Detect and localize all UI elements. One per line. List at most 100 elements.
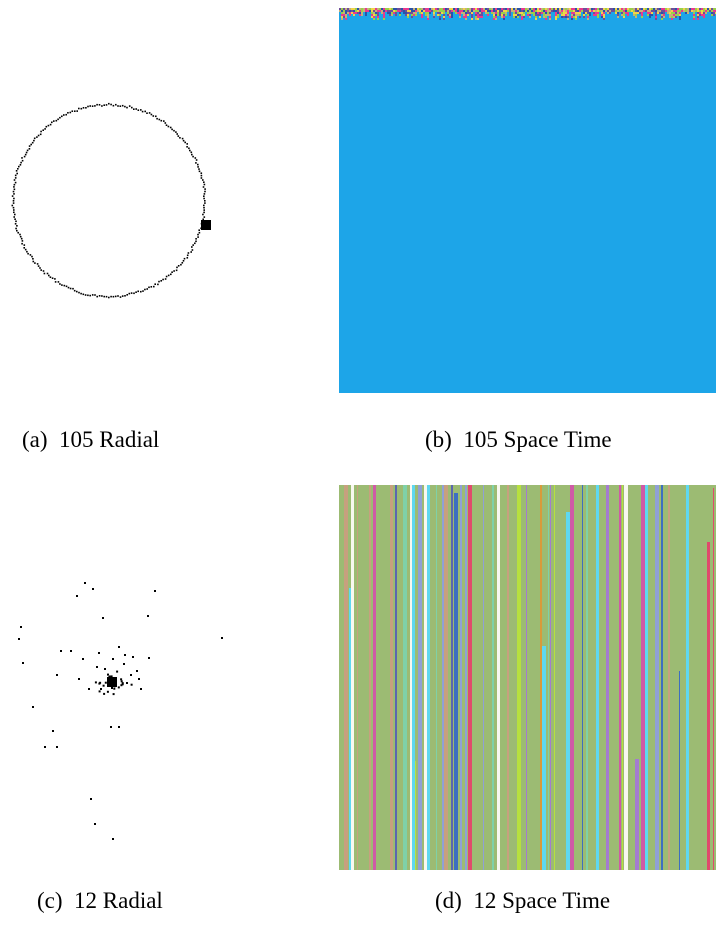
ring-dot [141, 110, 144, 113]
noise-cell [487, 12, 489, 14]
noise-cell [377, 14, 379, 16]
noise-cell [519, 8, 521, 10]
noise-cell [403, 10, 405, 12]
noise-cell [535, 10, 537, 12]
noise-cell [479, 8, 481, 10]
noise-cell [345, 12, 347, 14]
scatter-point [76, 595, 78, 597]
noise-cell [425, 12, 427, 14]
noise-cell [545, 10, 547, 12]
noise-cell [643, 8, 645, 10]
noise-cell [399, 12, 401, 14]
ring-dot [191, 249, 194, 251]
noise-cell [383, 10, 385, 12]
noise-cell [671, 14, 673, 16]
noise-cell [611, 8, 613, 10]
noise-cell [649, 8, 651, 10]
noise-cell [503, 16, 505, 18]
noise-cell [497, 12, 499, 14]
space-time-fill [339, 8, 716, 393]
noise-cell [661, 14, 663, 16]
noise-cell [539, 16, 541, 18]
noise-cell [625, 10, 627, 12]
noise-cell [429, 10, 431, 12]
noise-cell [623, 8, 625, 10]
scatter-point [118, 646, 120, 648]
noise-cell [493, 14, 495, 16]
noise-cell [377, 10, 379, 12]
noise-cell [593, 8, 595, 10]
stripe [369, 485, 371, 870]
noise-cell [479, 14, 481, 16]
ring-dot [89, 294, 91, 297]
noise-cell [605, 8, 607, 10]
ring-dot [24, 248, 27, 251]
noise-cell [381, 12, 383, 14]
noise-cell [693, 8, 695, 10]
stripe [351, 485, 354, 870]
ring-dot [181, 262, 184, 264]
noise-cell [467, 8, 469, 10]
noise-cell [703, 12, 705, 14]
noise-cell [675, 8, 677, 10]
noise-cell [625, 8, 627, 10]
noise-cell [677, 10, 679, 12]
stripe [442, 485, 444, 870]
noise-cell [539, 14, 541, 16]
noise-cell [467, 14, 469, 16]
noise-cell [559, 12, 561, 14]
caption-c-title: 12 Radial [74, 888, 163, 913]
noise-cell [421, 8, 423, 10]
stripe [468, 485, 472, 870]
noise-cell [339, 8, 341, 10]
stripe [492, 485, 494, 870]
scatter-point [94, 823, 96, 825]
noise-cell [579, 12, 581, 14]
noise-cell [547, 10, 549, 12]
noise-cell [655, 14, 657, 16]
noise-cell [431, 10, 433, 12]
noise-cell [381, 10, 383, 12]
ring-dot [94, 294, 96, 296]
noise-cell [455, 10, 457, 12]
noise-cell [555, 10, 557, 12]
noise-cell [633, 14, 635, 16]
noise-cell [373, 18, 375, 20]
noise-cell [347, 8, 349, 10]
stripe [713, 488, 714, 870]
noise-cell [527, 14, 529, 16]
ring-dot [121, 104, 124, 107]
noise-cell [449, 8, 451, 10]
noise-cell [493, 18, 495, 20]
noise-cell [683, 8, 685, 10]
noise-cell [405, 12, 407, 14]
scatter-point [98, 652, 100, 654]
ring-dot [49, 276, 52, 278]
noise-cell [471, 8, 473, 10]
noise-cell [345, 18, 347, 20]
noise-cell [397, 10, 399, 12]
ring-dot [59, 116, 61, 119]
scatter-point [106, 690, 109, 693]
ring-dot [177, 135, 180, 137]
noise-cell [383, 16, 385, 18]
noise-cell [599, 8, 601, 10]
noise-cell [435, 8, 437, 10]
noise-cell [549, 8, 551, 10]
stripe [641, 485, 645, 870]
noise-cell [601, 14, 603, 16]
ring-dot [150, 286, 153, 288]
ring-dot [13, 179, 16, 181]
noise-cell [585, 12, 587, 14]
noise-cell [349, 8, 351, 10]
noise-cell [649, 16, 651, 18]
noise-cell [567, 18, 569, 20]
scatter-point [92, 588, 94, 590]
noise-cell [571, 10, 573, 12]
ring-dot [27, 252, 29, 255]
noise-cell [495, 16, 497, 18]
ring-dot [15, 170, 18, 172]
ring-dot [105, 295, 108, 298]
ring-dot [20, 161, 22, 164]
noise-cell [377, 8, 379, 10]
